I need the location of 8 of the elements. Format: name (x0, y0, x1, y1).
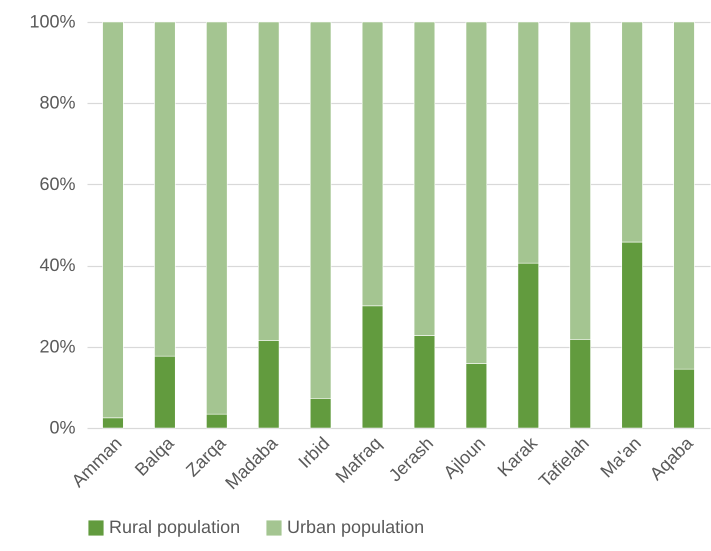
y-tick-label: 20% (39, 336, 76, 356)
y-tick-label: 60% (39, 174, 76, 194)
y-tick-label: 100% (29, 12, 76, 32)
y-tick-label: 80% (39, 92, 76, 113)
y-tick-label: 40% (39, 255, 76, 276)
y-tick-label: 0% (49, 418, 76, 438)
legend-label: Rural population (109, 517, 240, 537)
legend-label: Urban population (287, 517, 424, 537)
